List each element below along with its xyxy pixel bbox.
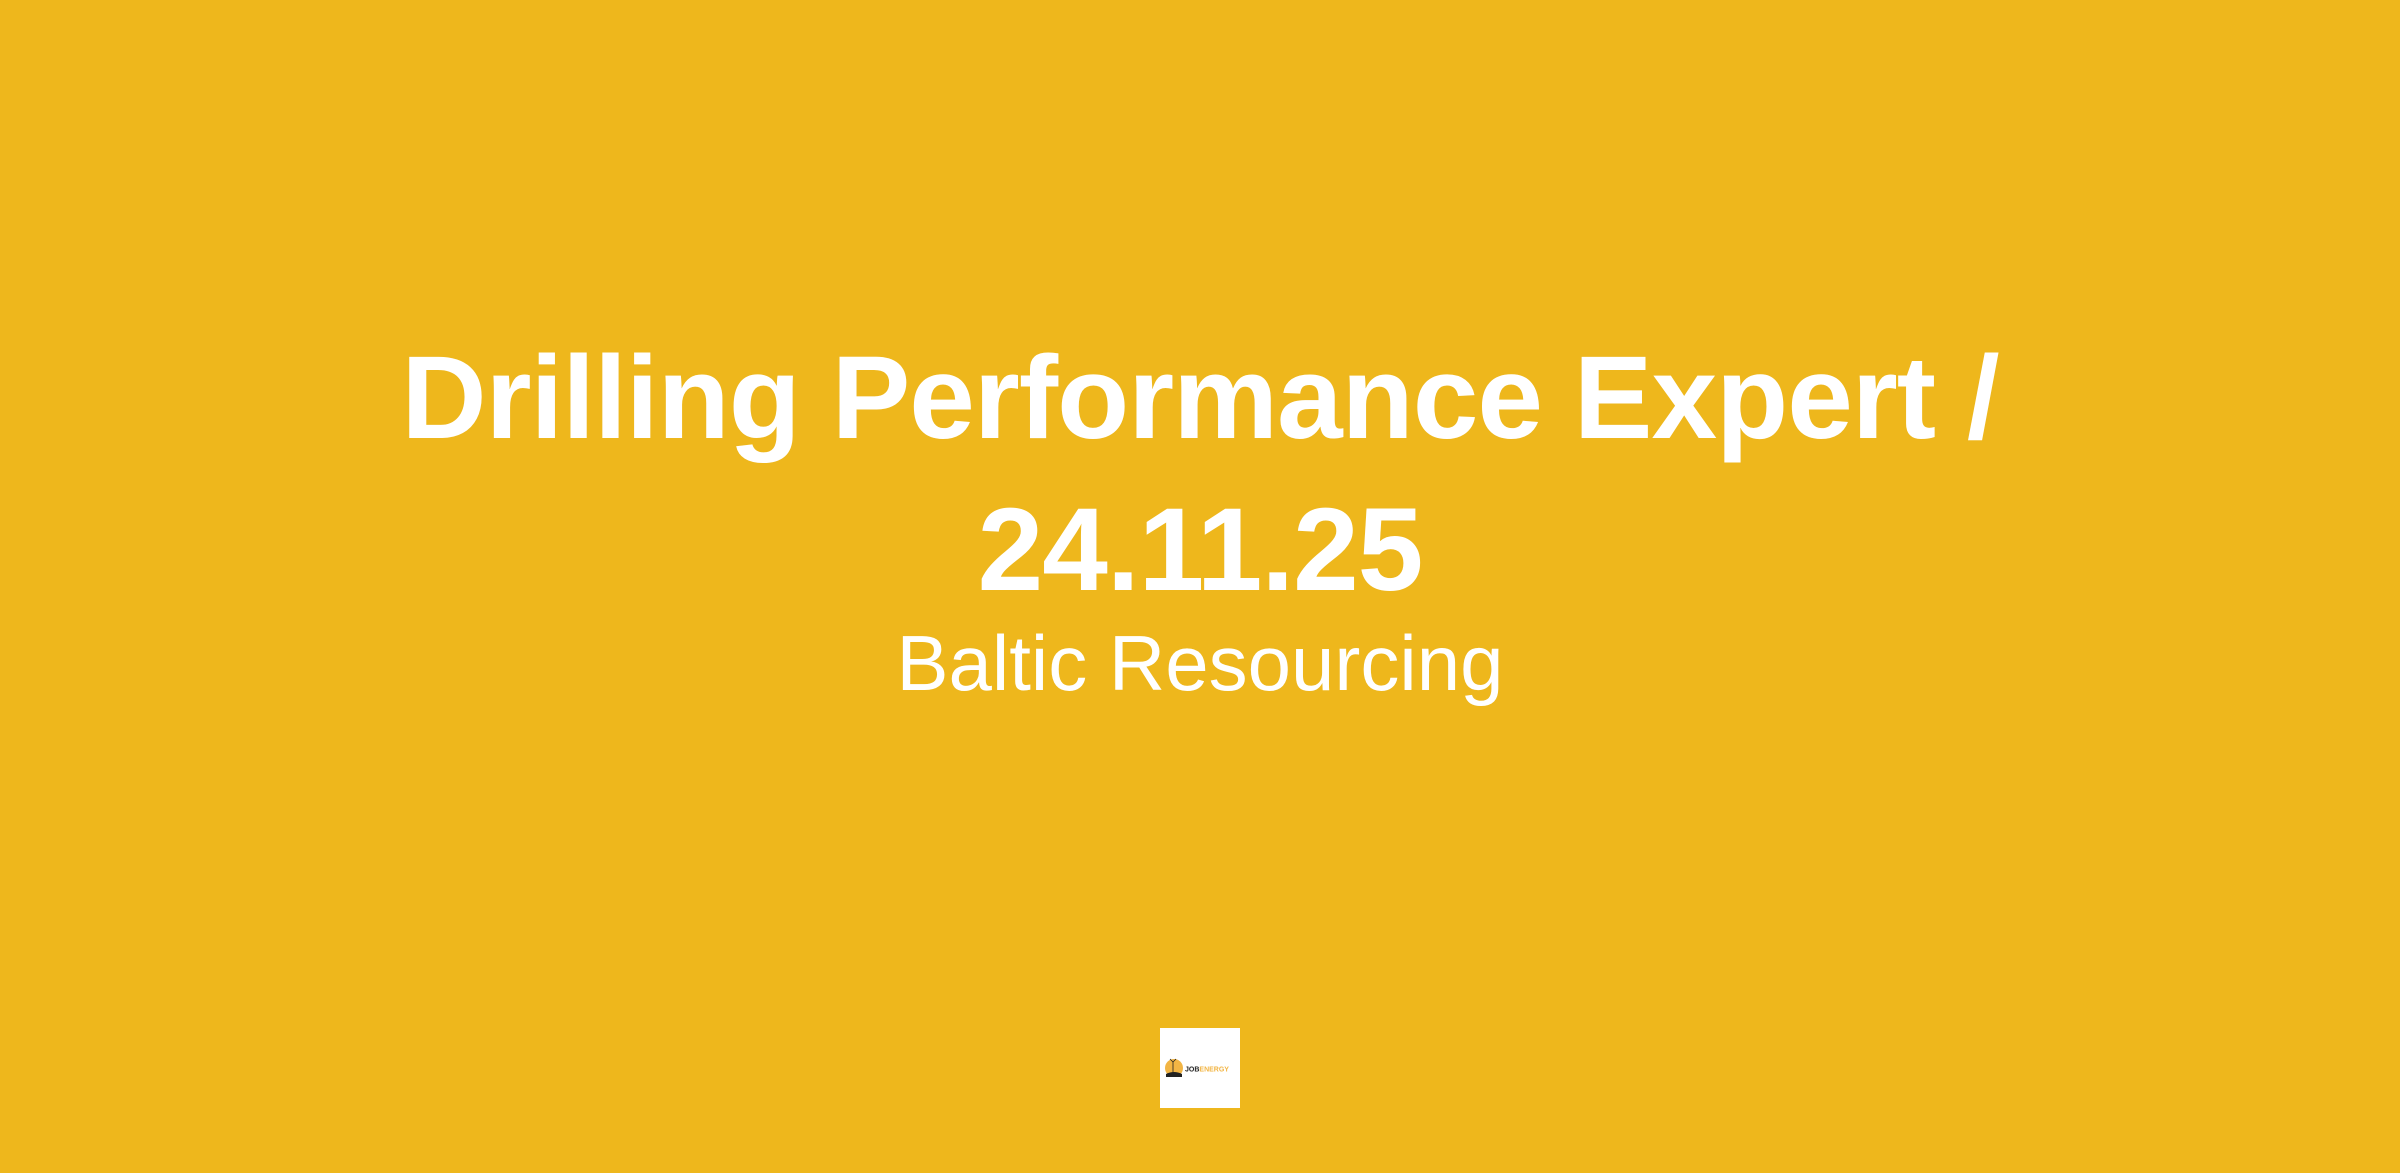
job-title-line1: Drilling Performance Expert / (401, 332, 1999, 464)
jobenergy-logo[interactable]: JOBENERGY (1160, 1028, 1240, 1108)
job-date: 24.11.25 (977, 484, 1424, 616)
job-title: Drilling Performance Expert / 24.11.25 (0, 322, 2400, 626)
company-name: Baltic Resourcing (896, 619, 1504, 707)
wind-turbine-sun-icon: JOBENERGY (1165, 1058, 1229, 1077)
svg-text:JOBENERGY: JOBENERGY (1185, 1067, 1229, 1074)
